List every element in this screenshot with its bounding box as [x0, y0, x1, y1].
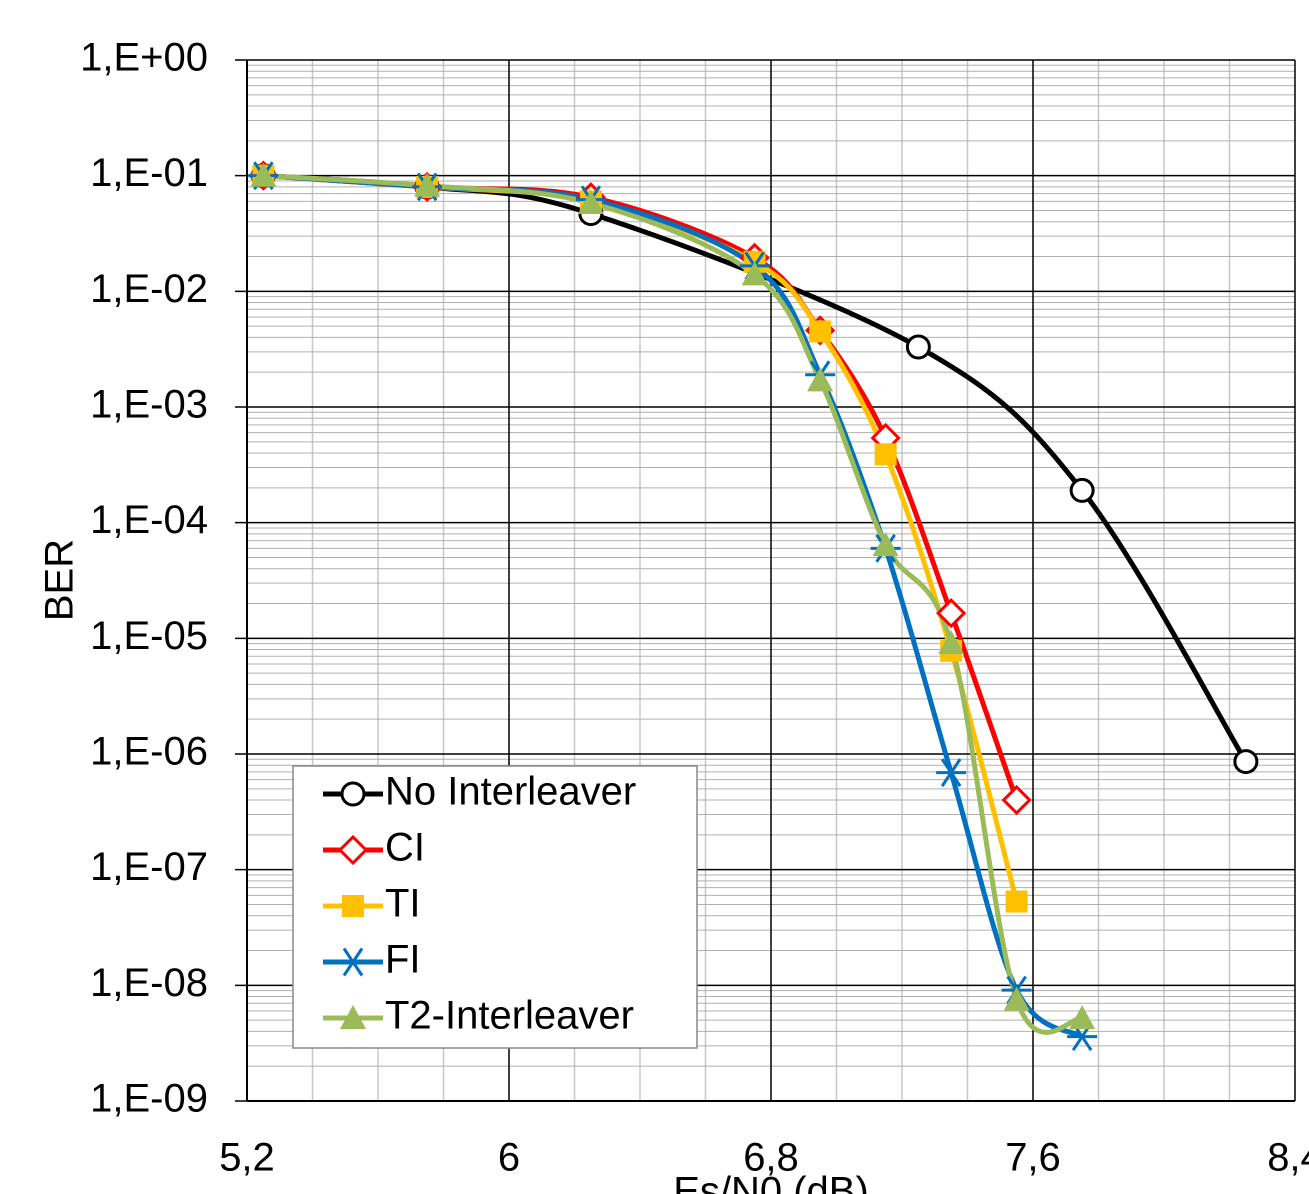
x-tick-label: 7,6 [1005, 1136, 1061, 1180]
x-tick-label: 6,8 [743, 1136, 799, 1180]
marker [342, 895, 364, 917]
marker [1005, 890, 1028, 913]
marker [338, 947, 368, 977]
marker [936, 758, 967, 787]
marker-shape [807, 367, 834, 392]
marker-shape [250, 162, 277, 187]
y-tick-label: 1,E-06 [90, 730, 208, 774]
marker-shape [1003, 986, 1030, 1011]
marker-shape [872, 532, 899, 557]
marker [1069, 1005, 1096, 1030]
marker [905, 334, 931, 360]
marker [1069, 477, 1095, 503]
legend-label: TI [385, 882, 421, 926]
marker [1001, 784, 1032, 816]
marker [577, 190, 604, 215]
marker [741, 261, 768, 286]
grid [235, 59, 1296, 1102]
legend-label: No Interleaver [385, 770, 636, 814]
marker [874, 443, 897, 466]
series-line [263, 173, 1083, 1035]
y-tick-label: 1,E-09 [90, 1077, 208, 1121]
marker [872, 532, 899, 557]
marker [337, 834, 369, 866]
marker-shape [337, 834, 369, 866]
marker-shape [577, 190, 604, 215]
marker-shape [905, 334, 931, 360]
x-axis-label: Es/N0 (dB) [673, 1170, 869, 1194]
marker [340, 781, 366, 807]
y-tick-label: 1,E-08 [90, 961, 208, 1005]
marker-shape [342, 947, 364, 977]
marker-shape [1001, 784, 1032, 816]
legend-label: T2-Interleaver [385, 994, 634, 1038]
marker-shape [1069, 1005, 1096, 1030]
y-tick-label: 1,E-03 [90, 383, 208, 427]
marker [807, 367, 834, 392]
marker-shape [809, 320, 832, 343]
legend: No Interleaver CI TI FI T2-Interleaver [292, 765, 698, 1049]
y-tick-label: 1,E-07 [90, 845, 208, 889]
marker-shape [1005, 890, 1028, 913]
marker-shape [741, 261, 768, 286]
marker [1003, 986, 1030, 1011]
marker-shape [340, 1005, 366, 1029]
marker [936, 598, 967, 629]
legend-label: CI [385, 826, 425, 870]
marker-shape [1069, 477, 1095, 503]
y-tick-label: 1,E-04 [90, 498, 208, 542]
marker-shape [414, 172, 441, 197]
marker-shape [936, 598, 967, 629]
y-tick-label: 1,E-02 [90, 267, 208, 311]
marker [414, 172, 441, 197]
marker-shape [874, 443, 897, 466]
marker-shape [940, 758, 962, 787]
y-axis-label: BER [38, 539, 82, 621]
x-tick-label: 6 [498, 1136, 520, 1180]
marker-shape [938, 630, 965, 655]
y-tick-label: 1,E+00 [80, 36, 208, 80]
y-tick-label: 1,E-05 [90, 614, 208, 658]
marker [938, 630, 965, 655]
marker [250, 162, 277, 187]
y-tick-label: 1,E-01 [90, 151, 208, 195]
marker [340, 1005, 366, 1029]
marker-shape [342, 895, 364, 917]
x-tick-label: 5,2 [219, 1136, 275, 1180]
marker [809, 320, 832, 343]
marker-shape [340, 781, 366, 807]
marker [1233, 749, 1259, 775]
x-tick-label: 8,4 [1267, 1136, 1309, 1180]
marker-shape [1233, 749, 1259, 775]
legend-label: FI [385, 938, 421, 982]
